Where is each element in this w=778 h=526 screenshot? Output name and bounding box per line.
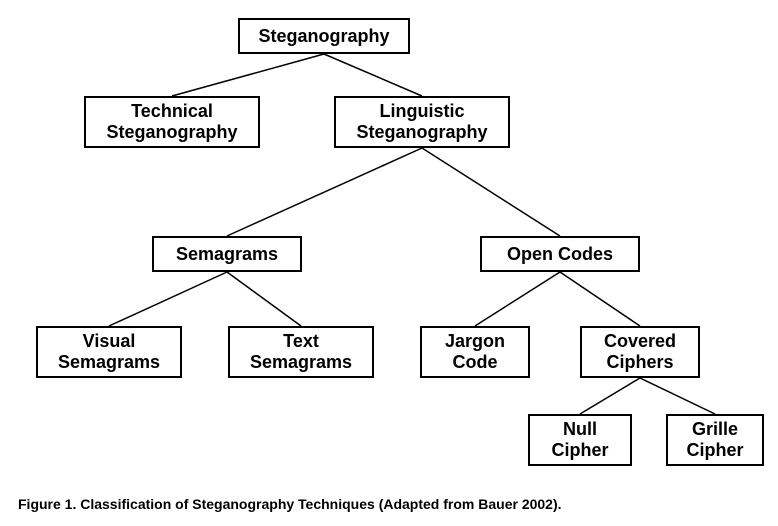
node-label: NullCipher — [551, 419, 608, 460]
node-label: TextSemagrams — [250, 331, 352, 372]
node-label: Steganography — [258, 26, 389, 47]
node-label: CoveredCiphers — [604, 331, 676, 372]
node-null-cipher: NullCipher — [528, 414, 632, 466]
node-jargon-code: JargonCode — [420, 326, 530, 378]
tree-diagram: Steganography TechnicalSteganography Lin… — [0, 0, 778, 526]
node-label: LinguisticSteganography — [356, 101, 487, 142]
figure-caption: Figure 1. Classification of Steganograph… — [18, 496, 562, 512]
node-label: TechnicalSteganography — [106, 101, 237, 142]
node-label: VisualSemagrams — [58, 331, 160, 372]
node-grille-cipher: GrilleCipher — [666, 414, 764, 466]
node-text-semagrams: TextSemagrams — [228, 326, 374, 378]
caption-text: Figure 1. Classification of Steganograph… — [18, 496, 562, 512]
node-covered-ciphers: CoveredCiphers — [580, 326, 700, 378]
node-linguistic-steganography: LinguisticSteganography — [334, 96, 510, 148]
node-technical-steganography: TechnicalSteganography — [84, 96, 260, 148]
node-label: Open Codes — [507, 244, 613, 265]
node-label: Semagrams — [176, 244, 278, 265]
node-label: JargonCode — [445, 331, 505, 372]
node-semagrams: Semagrams — [152, 236, 302, 272]
edges-layer — [0, 0, 778, 526]
node-open-codes: Open Codes — [480, 236, 640, 272]
node-label: GrilleCipher — [686, 419, 743, 460]
node-root: Steganography — [238, 18, 410, 54]
node-visual-semagrams: VisualSemagrams — [36, 326, 182, 378]
